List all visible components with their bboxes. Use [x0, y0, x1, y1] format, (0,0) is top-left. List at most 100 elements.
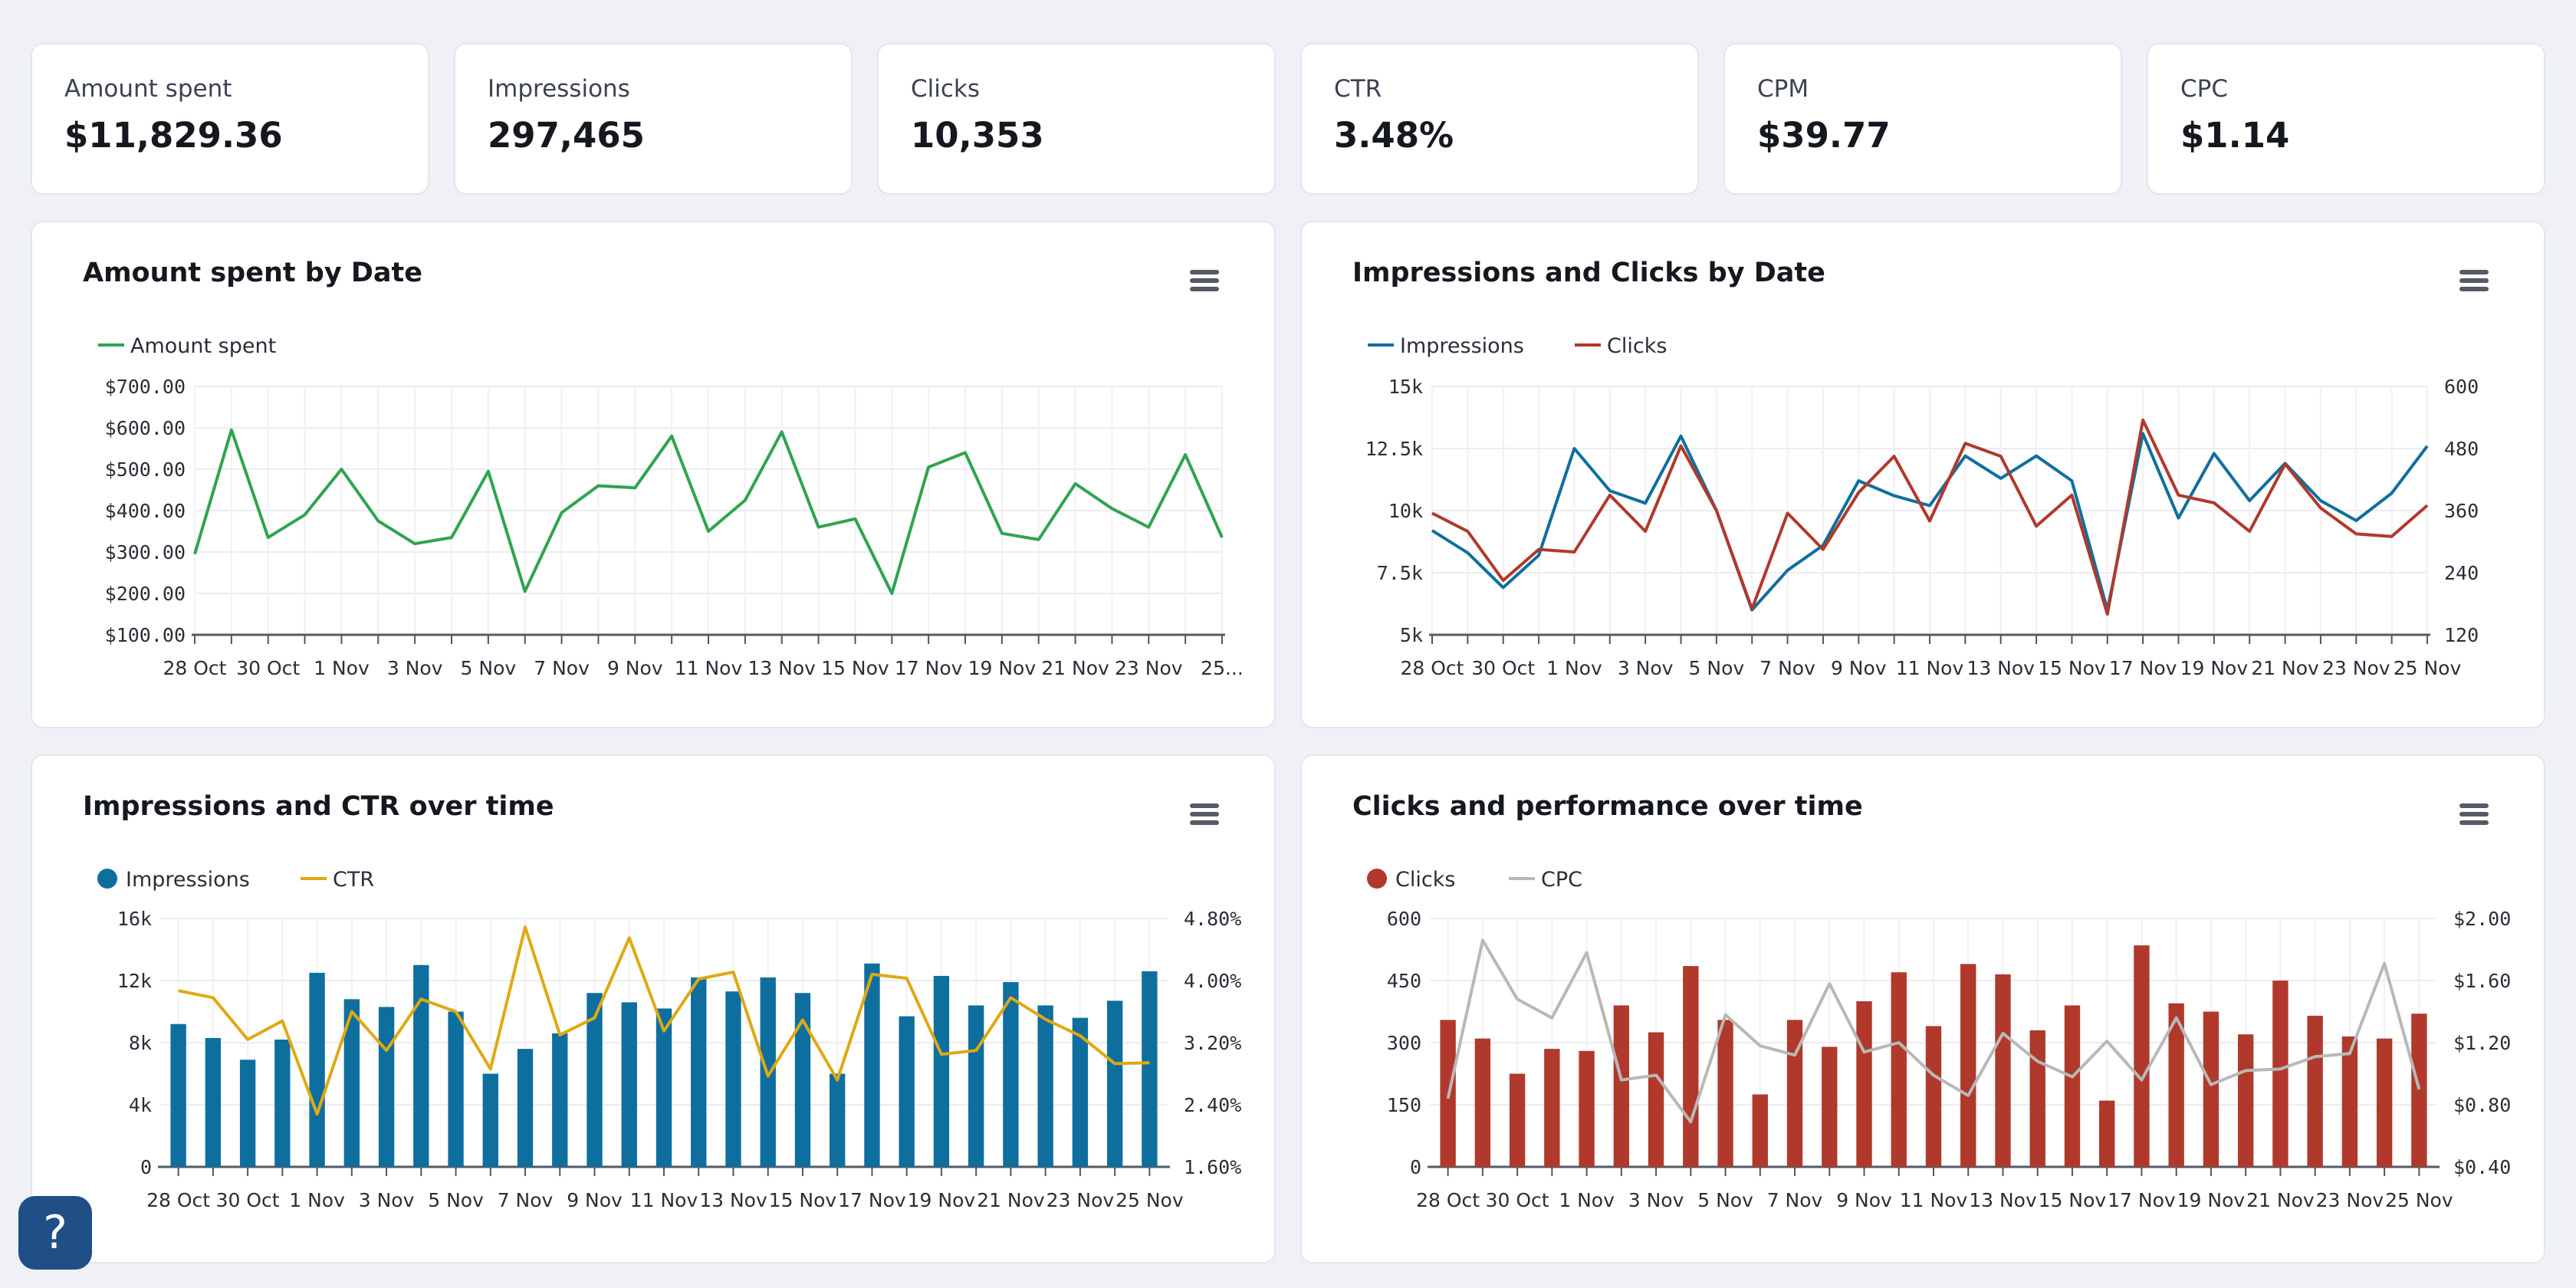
question-mark-icon: ?	[43, 1206, 67, 1260]
bar-clicks	[2307, 1015, 2323, 1167]
x-tick-label: 13 Nov	[699, 1189, 767, 1211]
bar-impressions	[830, 1073, 846, 1167]
x-tick-label: 3 Nov	[387, 657, 443, 679]
y-right-tick-label: $0.40	[2453, 1156, 2511, 1178]
bar-impressions	[794, 993, 811, 1167]
bar-clicks	[1683, 966, 1699, 1167]
bar-clicks	[2168, 1003, 2184, 1167]
y-tick-label: 0	[1410, 1156, 1421, 1178]
bar-clicks	[1960, 964, 1976, 1167]
x-tick-label: 1 Nov	[1546, 657, 1602, 679]
x-tick-label: 30 Oct	[216, 1189, 280, 1211]
bar-impressions	[725, 991, 741, 1167]
legend-label: Clicks	[1395, 868, 1455, 892]
x-tick-label: 1 Nov	[1559, 1189, 1615, 1211]
x-tick-label: 23 Nov	[1115, 657, 1183, 679]
y-tick-label: 16k	[117, 908, 152, 930]
x-tick-label: 19 Nov	[2177, 1189, 2246, 1211]
bar-clicks	[2099, 1100, 2115, 1167]
y-right-tick-label: 4.80%	[1184, 908, 1241, 930]
kpi-card-impressions: Impressions 297,465	[454, 43, 853, 195]
bar-clicks	[1544, 1049, 1560, 1167]
y-right-tick-label: $1.20	[2453, 1032, 2511, 1054]
bar-impressions	[933, 975, 950, 1167]
kpi-label: CPM	[1757, 75, 1809, 103]
hamburger-menu-icon[interactable]	[2459, 803, 2489, 828]
x-tick-label: 28 Oct	[146, 1189, 210, 1211]
y-right-tick-label: 360	[2444, 500, 2479, 522]
bar-clicks	[2376, 1038, 2393, 1167]
chart-card-impressions-clicks: Impressions and Clicks by Date Impressio…	[1300, 221, 2545, 728]
x-tick-label: 9 Nov	[1831, 657, 1887, 679]
kpi-card-cpm: CPM $39.77	[1723, 43, 2122, 195]
bar-clicks	[1856, 1001, 1872, 1167]
x-tick-label: 5 Nov	[428, 1189, 484, 1211]
x-tick-label: 9 Nov	[1836, 1189, 1892, 1211]
y-right-tick-label: 120	[2444, 624, 2479, 646]
bar-clicks	[2237, 1034, 2254, 1167]
chart-title: Amount spent by Date	[83, 258, 423, 288]
x-tick-label: 25 Nov	[2394, 657, 2462, 679]
bar-impressions	[170, 1024, 186, 1167]
bar-clicks	[2341, 1036, 2358, 1167]
kpi-label: CTR	[1334, 75, 1382, 103]
bar-clicks	[2272, 981, 2288, 1167]
x-tick-label: 15 Nov	[2038, 657, 2106, 679]
x-tick-label: 17 Nov	[895, 657, 963, 679]
x-tick-label: 21 Nov	[1041, 657, 1109, 679]
bar-impressions	[413, 964, 429, 1167]
y-right-tick-label: 2.40%	[1184, 1094, 1241, 1116]
kpi-value: 297,465	[488, 115, 645, 156]
y-tick-label: $100.00	[105, 624, 186, 646]
hamburger-menu-icon[interactable]	[1190, 803, 1219, 828]
bar-clicks	[1474, 1038, 1491, 1167]
x-tick-label: 21 Nov	[2251, 657, 2319, 679]
bar-impressions	[239, 1060, 256, 1167]
bar-clicks	[1786, 1020, 1803, 1167]
chart-card-amount-spent: Amount spent by Date Amount spent $100.00…	[31, 221, 1276, 728]
x-tick-label: 9 Nov	[567, 1189, 623, 1211]
kpi-label: Clicks	[911, 75, 981, 103]
chart-title: Impressions and CTR over time	[83, 791, 554, 822]
x-tick-label: 7 Nov	[1767, 1189, 1823, 1211]
x-tick-label: 7 Nov	[1760, 657, 1815, 679]
hamburger-menu-icon[interactable]	[1190, 270, 1219, 294]
bar-impressions	[378, 1007, 395, 1167]
bar-clicks	[1509, 1073, 1526, 1167]
x-tick-label: 13 Nov	[748, 657, 816, 679]
kpi-card-cpc: CPC $1.14	[2147, 43, 2545, 195]
y-right-tick-label: 4.00%	[1184, 970, 1241, 992]
chart-title: Impressions and Clicks by Date	[1352, 258, 1825, 288]
y-right-tick-label: $0.80	[2453, 1094, 2511, 1116]
y-tick-label: $500.00	[105, 458, 186, 481]
x-tick-label: 17 Nov	[838, 1189, 906, 1211]
y-tick-label: 12.5k	[1365, 438, 1423, 460]
x-tick-label: 5 Nov	[1697, 1189, 1753, 1211]
bar-clicks	[1995, 974, 2011, 1167]
kpi-card-ctr: CTR 3.48%	[1300, 43, 1699, 195]
x-tick-label: 1 Nov	[289, 1189, 345, 1211]
y-tick-label: 600	[1387, 908, 1421, 930]
x-tick-label: 23 Nov	[2316, 1189, 2384, 1211]
x-tick-label: 5 Nov	[1689, 657, 1745, 679]
x-tick-label: 7 Nov	[534, 657, 590, 679]
kpi-label: Impressions	[488, 75, 630, 103]
y-right-tick-label: $2.00	[2453, 908, 2511, 930]
x-tick-label: 28 Oct	[163, 657, 227, 679]
chart-card-clicks-performance: Clicks and performance over time Clicks C…	[1300, 754, 2545, 1263]
kpi-value: 10,353	[911, 115, 1044, 156]
bar-impressions	[864, 963, 880, 1167]
bar-impressions	[1106, 1001, 1123, 1167]
x-tick-label: 11 Nov	[630, 1189, 698, 1211]
y-right-tick-label: 1.60%	[1184, 1156, 1241, 1178]
bar-impressions	[586, 993, 603, 1167]
y-tick-label: 8k	[129, 1032, 152, 1054]
hamburger-menu-icon[interactable]	[2459, 270, 2489, 294]
y-right-tick-label: 240	[2444, 562, 2479, 584]
chart-card-impressions-ctr: Impressions and CTR over time Impression…	[31, 754, 1276, 1263]
y-right-tick-label: 3.20%	[1184, 1032, 1241, 1054]
x-tick-label: 23 Nov	[2322, 657, 2390, 679]
bar-impressions	[1142, 971, 1158, 1167]
help-button[interactable]: ?	[18, 1196, 92, 1270]
x-tick-label: 5 Nov	[461, 657, 517, 679]
